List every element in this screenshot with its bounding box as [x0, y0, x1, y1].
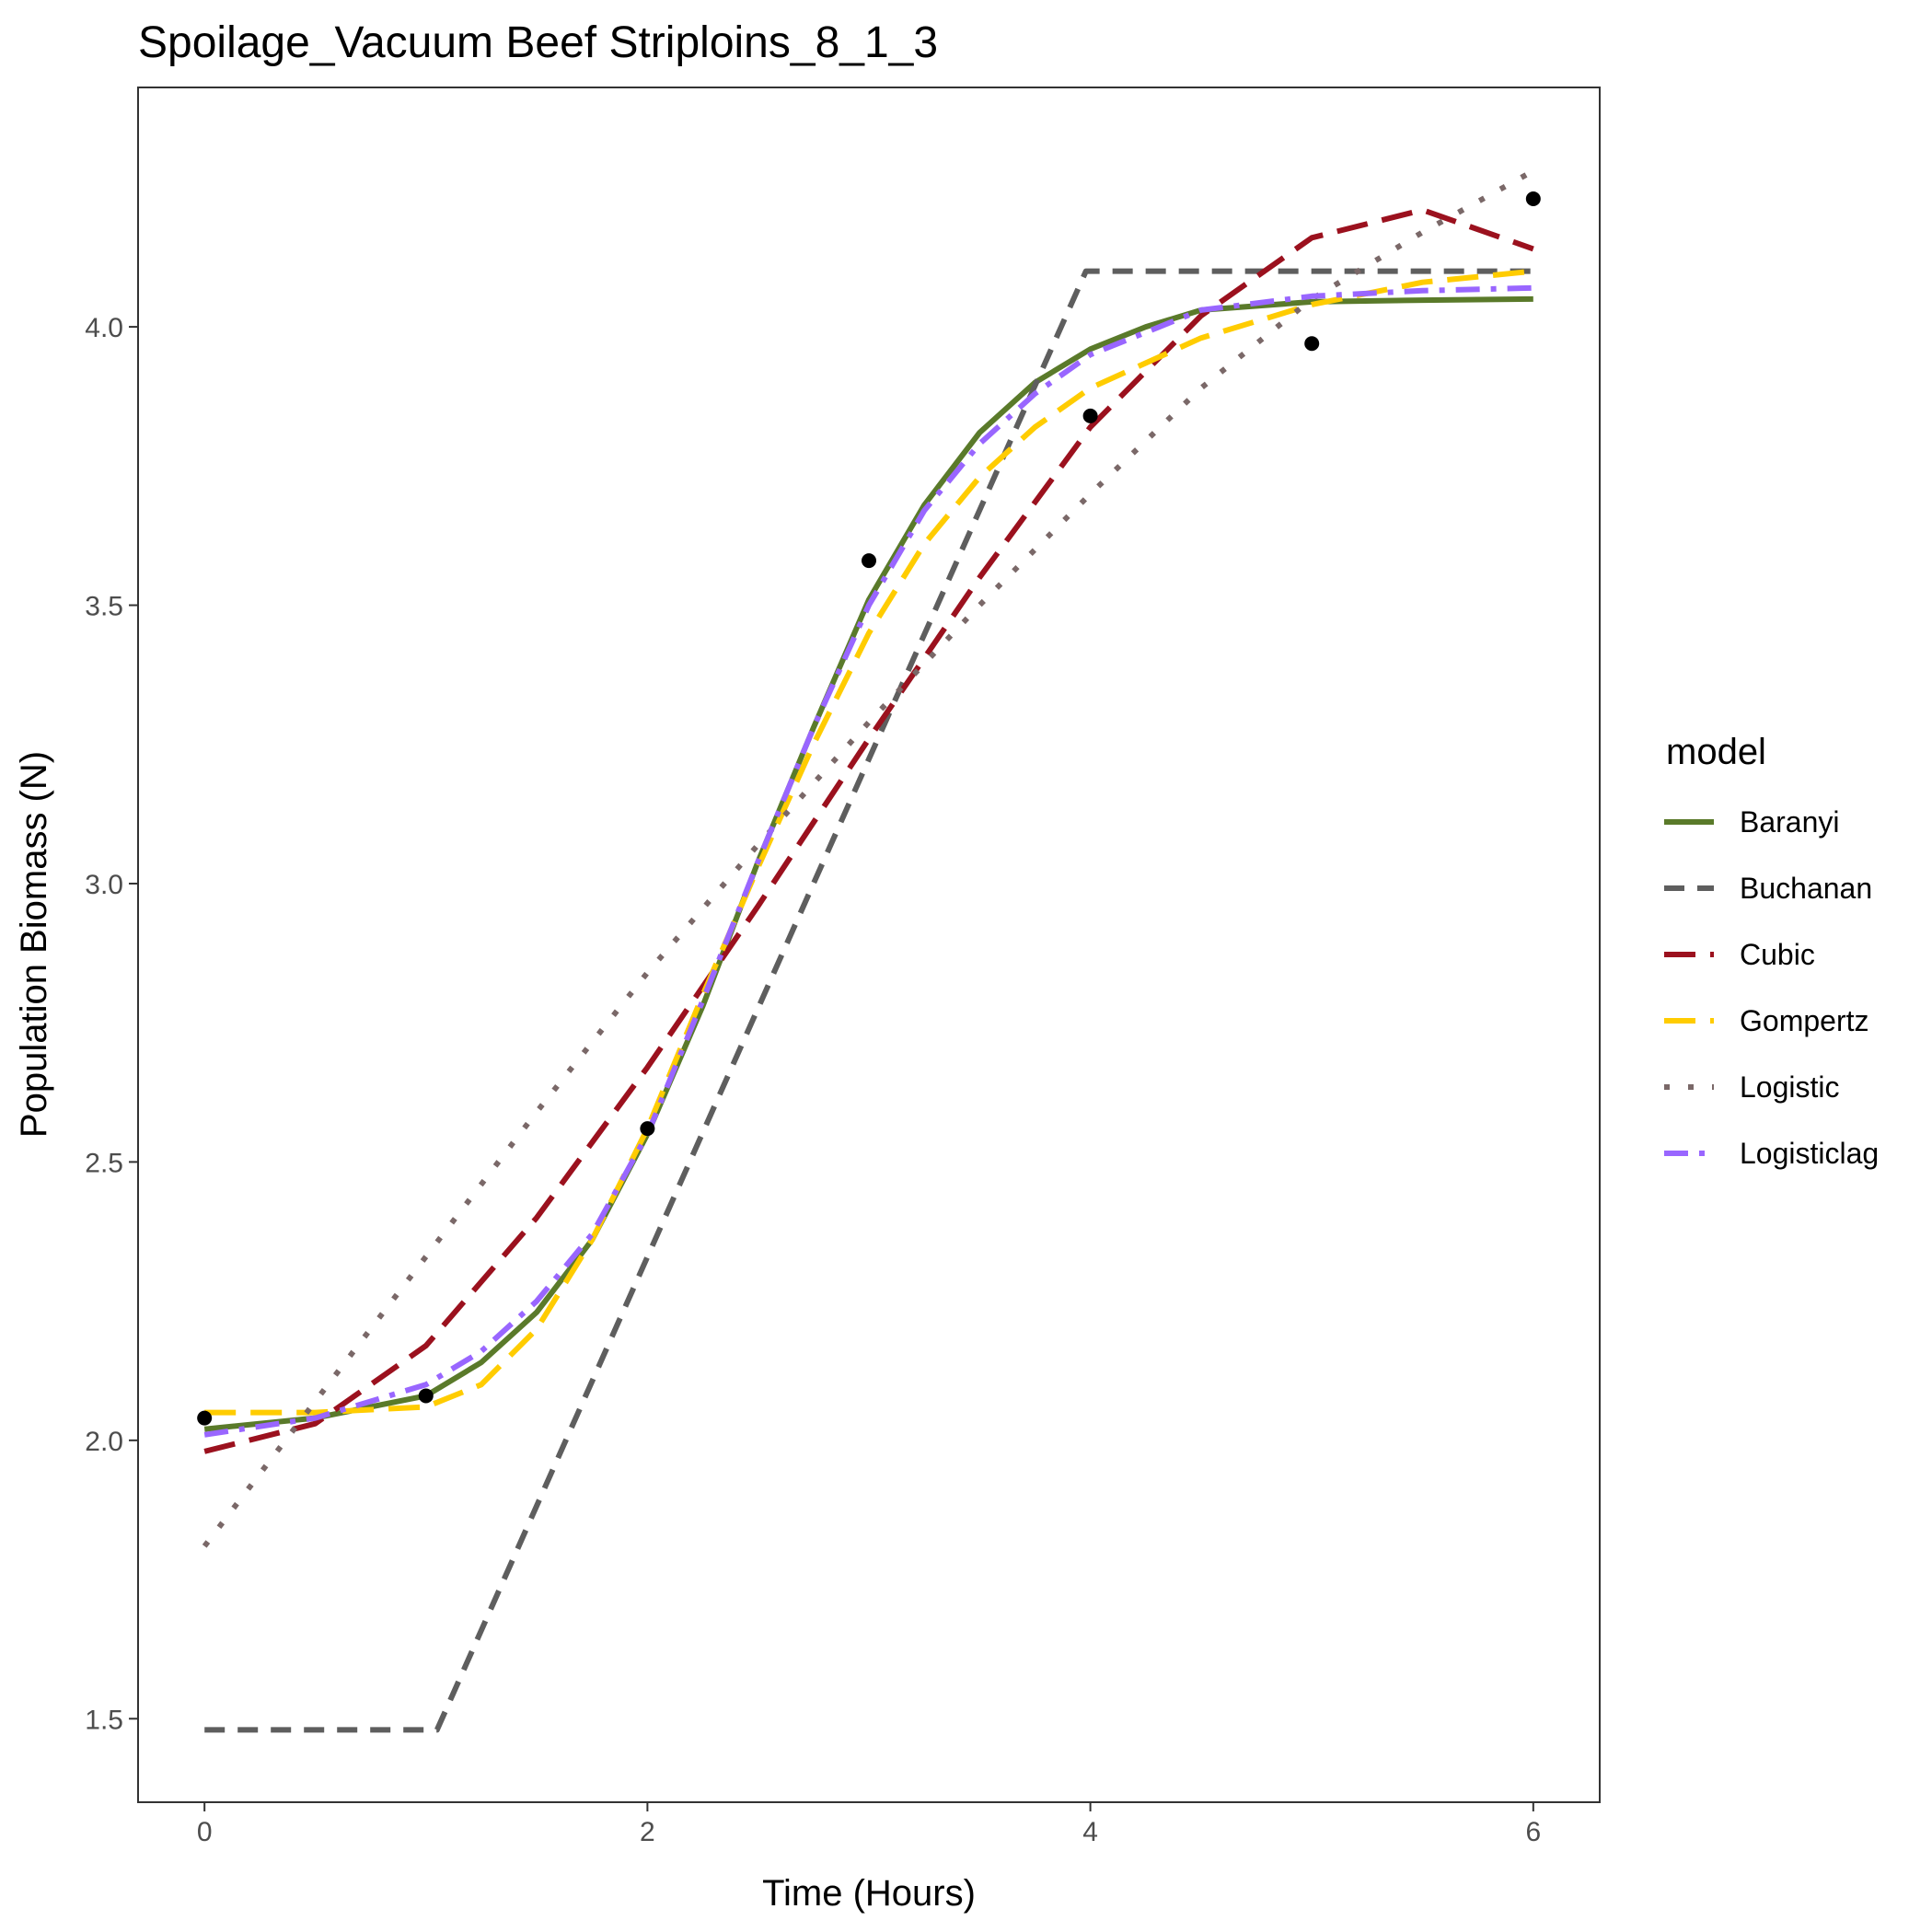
- legend: model Baranyi Buchanan Cubic Gompertz Logist…: [1664, 732, 1879, 1170]
- y-axis: 1.5 2.0 2.5 3.0 3.5 4.0: [85, 313, 138, 1735]
- legend-title: model: [1666, 732, 1766, 772]
- legend-label-buchanan: Buchanan: [1740, 872, 1872, 905]
- x-tick-label: 4: [1082, 1817, 1098, 1847]
- chart-title: Spoilage_Vacuum Beef Striploins_8_1_3: [138, 18, 938, 67]
- data-point: [1082, 408, 1098, 423]
- series-line-cubic: [203, 207, 1534, 1454]
- series-line-baranyi: [203, 295, 1533, 1432]
- data-point: [862, 553, 876, 569]
- y-tick-label: 2.5: [85, 1148, 123, 1178]
- data-point: [197, 1410, 213, 1426]
- x-axis-title: Time (Hours): [762, 1873, 976, 1914]
- data-point: [640, 1121, 655, 1137]
- series-line-logisticlag: [203, 284, 1533, 1438]
- y-tick-label: 3.5: [85, 592, 123, 622]
- y-tick-label: 4.0: [85, 313, 123, 343]
- y-axis-title: Population Biomass (N): [14, 751, 54, 1138]
- data-point: [418, 1388, 434, 1404]
- legend-label-gompertz: Gompertz: [1740, 1004, 1868, 1037]
- data-point: [1304, 336, 1320, 352]
- plot-panel: [137, 87, 1601, 1803]
- legend-label-cubic: Cubic: [1740, 938, 1815, 971]
- y-tick-label: 3.0: [85, 870, 123, 900]
- legend-label-logistic: Logistic: [1740, 1070, 1840, 1104]
- data-point: [1525, 191, 1541, 206]
- series-line-gompertz: [204, 268, 1534, 1416]
- x-tick-label: 2: [640, 1817, 655, 1847]
- series-lines: [202, 168, 1535, 1733]
- legend-items: Baranyi Buchanan Cubic Gompertz Logistic Logi…: [1664, 805, 1879, 1170]
- y-tick-label: 1.5: [85, 1705, 123, 1735]
- legend-label-baranyi: Baranyi: [1740, 805, 1840, 839]
- y-tick-label: 2.0: [85, 1427, 123, 1457]
- legend-label-logisticlag: Logisticlag: [1740, 1137, 1879, 1170]
- x-tick-label: 6: [1525, 1817, 1541, 1847]
- observed-points: [197, 191, 1541, 1426]
- series-line-buchanan: [204, 268, 1533, 1733]
- x-axis: 0 2 4 6: [197, 1802, 1541, 1847]
- x-tick-label: 0: [197, 1817, 213, 1847]
